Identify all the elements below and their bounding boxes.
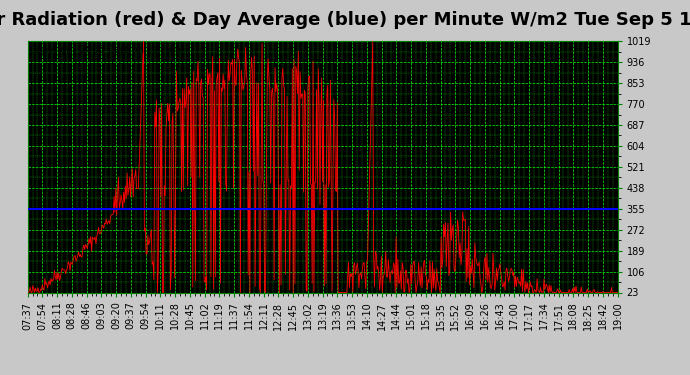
Text: Solar Radiation (red) & Day Average (blue) per Minute W/m2 Tue Sep 5 19:12: Solar Radiation (red) & Day Average (blu… — [0, 11, 690, 29]
Text: Copyright 2006 Cartronics.com: Copyright 2006 Cartronics.com — [29, 45, 181, 55]
